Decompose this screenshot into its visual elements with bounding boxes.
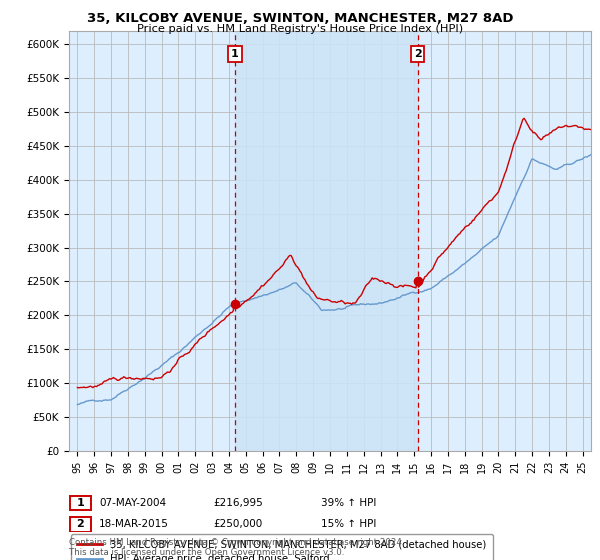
Text: Price paid vs. HM Land Registry's House Price Index (HPI): Price paid vs. HM Land Registry's House …: [137, 24, 463, 34]
Text: 1: 1: [231, 49, 239, 59]
Legend: 35, KILCOBY AVENUE, SWINTON, MANCHESTER, M27 8AD (detached house), HPI: Average : 35, KILCOBY AVENUE, SWINTON, MANCHESTER,…: [71, 534, 493, 560]
Text: 07-MAY-2004: 07-MAY-2004: [99, 498, 166, 508]
Text: 18-MAR-2015: 18-MAR-2015: [99, 519, 169, 529]
Text: Contains HM Land Registry data © Crown copyright and database right 2024.
This d: Contains HM Land Registry data © Crown c…: [69, 538, 404, 557]
Text: £216,995: £216,995: [213, 498, 263, 508]
Text: 35, KILCOBY AVENUE, SWINTON, MANCHESTER, M27 8AD: 35, KILCOBY AVENUE, SWINTON, MANCHESTER,…: [87, 12, 513, 25]
Text: 2: 2: [77, 519, 84, 529]
Bar: [235, 31, 418, 451]
FancyBboxPatch shape: [70, 517, 91, 531]
Text: 2: 2: [414, 49, 422, 59]
FancyBboxPatch shape: [70, 496, 91, 510]
Text: 39% ↑ HPI: 39% ↑ HPI: [321, 498, 376, 508]
Text: £250,000: £250,000: [213, 519, 262, 529]
Text: 15% ↑ HPI: 15% ↑ HPI: [321, 519, 376, 529]
Text: 1: 1: [77, 498, 84, 508]
